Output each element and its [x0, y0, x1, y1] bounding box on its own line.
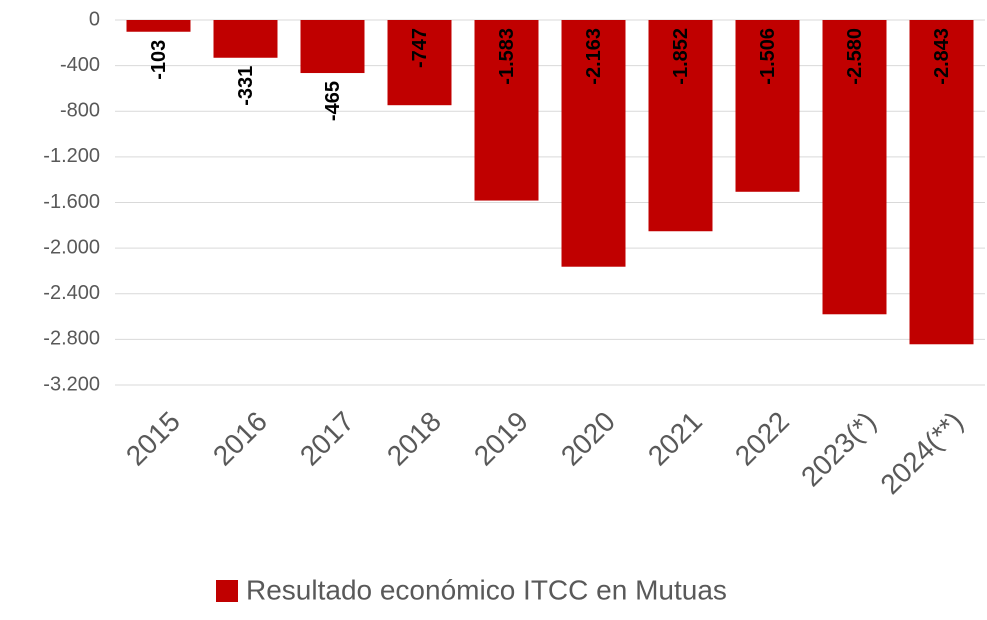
data-label: -331: [235, 66, 257, 106]
x-tick-label: 2022: [729, 406, 795, 472]
data-label: -747: [409, 28, 431, 68]
legend-label: Resultado económico ITCC en Mutuas: [246, 574, 727, 605]
x-tick-label: 2020: [555, 406, 621, 472]
data-label: -2.163: [583, 28, 605, 85]
y-tick-label: 0: [89, 8, 100, 30]
data-label: -2.843: [931, 28, 953, 85]
legend-swatch: [216, 580, 238, 602]
x-tick-label: 2021: [642, 406, 708, 472]
bar: [300, 20, 365, 74]
data-label: -2.580: [844, 28, 866, 85]
bar: [387, 20, 452, 106]
bar: [474, 20, 539, 201]
y-tick-label: -1.600: [43, 191, 100, 213]
y-tick-label: -1.200: [43, 145, 100, 167]
y-tick-label: -400: [60, 54, 100, 76]
x-tick-label: 2017: [294, 406, 360, 472]
x-tick-label: 2024(**): [874, 406, 969, 501]
x-tick-label: 2015: [120, 406, 186, 472]
x-tick-label: 2019: [468, 406, 534, 472]
y-tick-label: -2.400: [43, 282, 100, 304]
bar: [126, 20, 191, 32]
bar: [735, 20, 800, 192]
y-tick-label: -800: [60, 100, 100, 122]
y-tick-label: -3.200: [43, 373, 100, 395]
data-label: -465: [322, 81, 344, 121]
bar: [648, 20, 713, 232]
data-label: -1.852: [670, 28, 692, 85]
bar: [909, 20, 974, 345]
data-label: -1.506: [757, 28, 779, 85]
bar: [213, 20, 278, 58]
bar: [561, 20, 626, 267]
data-label: -1.583: [496, 28, 518, 85]
bar: [822, 20, 887, 315]
y-tick-label: -2.800: [43, 328, 100, 350]
data-label: -103: [148, 40, 170, 80]
x-tick-label: 2016: [207, 406, 273, 472]
x-tick-label: 2023(*): [795, 406, 882, 493]
x-tick-label: 2018: [381, 406, 447, 472]
y-tick-label: -2.000: [43, 236, 100, 258]
